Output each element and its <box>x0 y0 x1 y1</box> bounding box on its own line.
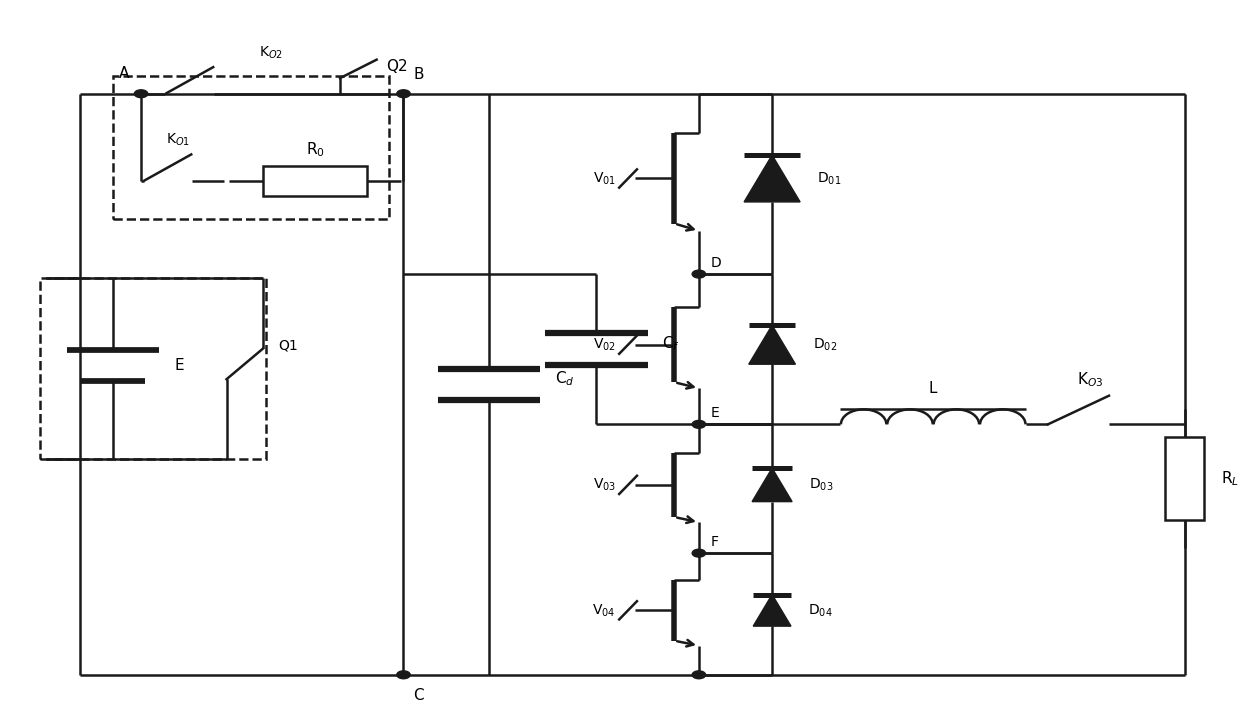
Text: E: E <box>174 358 184 373</box>
Text: D: D <box>711 256 722 270</box>
Circle shape <box>692 671 706 679</box>
Text: D$_{03}$: D$_{03}$ <box>810 477 833 493</box>
Text: D$_{01}$: D$_{01}$ <box>817 170 842 186</box>
Circle shape <box>692 270 706 278</box>
Text: L: L <box>929 381 937 397</box>
Text: C: C <box>413 688 424 703</box>
Polygon shape <box>753 468 792 502</box>
Text: C$_f$: C$_f$ <box>662 334 680 353</box>
Text: D$_{02}$: D$_{02}$ <box>812 336 837 353</box>
Circle shape <box>692 420 706 428</box>
Text: Q1: Q1 <box>278 338 298 353</box>
Text: A: A <box>119 66 129 81</box>
Text: V$_{04}$: V$_{04}$ <box>593 602 616 619</box>
Circle shape <box>397 671 410 679</box>
Bar <box>263 166 367 196</box>
Text: R$_L$: R$_L$ <box>1221 469 1239 488</box>
Bar <box>1166 437 1204 521</box>
Circle shape <box>397 90 410 98</box>
Text: E: E <box>711 406 719 420</box>
Text: K$_{O3}$: K$_{O3}$ <box>1078 370 1104 389</box>
Bar <box>113 76 389 219</box>
Text: B: B <box>413 67 424 82</box>
Text: Q2: Q2 <box>387 60 408 75</box>
Circle shape <box>134 90 148 98</box>
Text: C$_d$: C$_d$ <box>554 369 574 388</box>
Text: V$_{03}$: V$_{03}$ <box>593 477 616 493</box>
Text: K$_{O1}$: K$_{O1}$ <box>166 132 190 148</box>
Polygon shape <box>744 155 800 202</box>
Polygon shape <box>753 594 791 626</box>
Text: K$_{O2}$: K$_{O2}$ <box>259 44 283 61</box>
Text: F: F <box>711 535 719 549</box>
Circle shape <box>692 549 706 557</box>
Bar <box>40 278 265 459</box>
Text: V$_{02}$: V$_{02}$ <box>593 336 616 353</box>
Polygon shape <box>749 325 795 364</box>
Text: V$_{01}$: V$_{01}$ <box>593 170 616 186</box>
Text: D$_{04}$: D$_{04}$ <box>808 602 832 619</box>
Text: R$_0$: R$_0$ <box>305 140 325 159</box>
